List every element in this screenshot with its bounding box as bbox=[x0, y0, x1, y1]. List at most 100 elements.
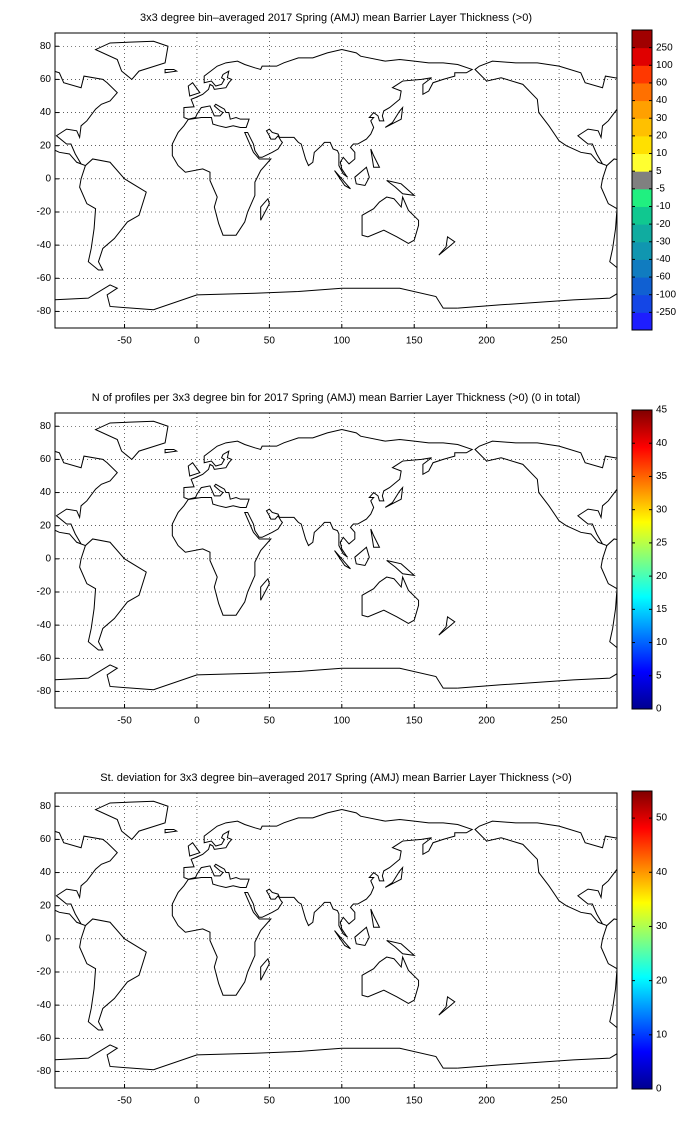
x-tick-label: 250 bbox=[551, 336, 568, 347]
y-tick-label: -20 bbox=[37, 967, 52, 978]
colorbar-tick-label: 100 bbox=[656, 60, 673, 71]
y-tick-label: 80 bbox=[40, 421, 52, 432]
colorbar-tick-label: -100 bbox=[656, 289, 676, 300]
colorbar-frame bbox=[631, 790, 653, 1090]
axes-background bbox=[55, 33, 617, 328]
colorbar-tick-label: 0 bbox=[656, 704, 662, 715]
colorbar-frame bbox=[631, 409, 653, 710]
colorbar-tick-label: 10 bbox=[656, 1029, 668, 1040]
y-tick-label: -60 bbox=[37, 1033, 52, 1044]
colorbar-tick-label: 45 bbox=[656, 405, 668, 416]
colorbar-tick-label: 5 bbox=[656, 670, 662, 681]
colorbar-tick-label: -10 bbox=[656, 201, 671, 212]
y-tick-label: 60 bbox=[40, 834, 52, 845]
colorbar-block bbox=[632, 241, 652, 260]
x-tick-label: 0 bbox=[194, 1096, 200, 1107]
colorbar-tick-label: 15 bbox=[656, 604, 668, 615]
map-panel: 3x3 degree bin–averaged 2017 Spring (AMJ… bbox=[37, 12, 677, 347]
x-tick-label: 100 bbox=[333, 1096, 350, 1107]
colorbar-block bbox=[632, 294, 652, 313]
colorbar-block bbox=[632, 188, 652, 207]
x-tick-label: 100 bbox=[333, 336, 350, 347]
axes-frame bbox=[54, 792, 618, 1089]
y-tick-label: 80 bbox=[40, 801, 52, 812]
x-tick-label: 250 bbox=[551, 716, 568, 727]
x-tick-label: -50 bbox=[117, 336, 132, 347]
colorbar-block bbox=[632, 47, 652, 66]
y-tick-label: 20 bbox=[40, 140, 52, 151]
x-tick-label: 150 bbox=[406, 336, 423, 347]
colorbar-tick-label: 250 bbox=[656, 42, 673, 53]
colorbar-block bbox=[632, 118, 652, 137]
map-panel: N of profiles per 3x3 degree bin for 201… bbox=[37, 392, 668, 727]
colorbar-block bbox=[632, 277, 652, 296]
y-tick-label: -60 bbox=[37, 653, 52, 664]
colorbar-frame bbox=[631, 29, 653, 331]
y-tick-label: 40 bbox=[40, 867, 52, 878]
colorbar-tick-label: -5 bbox=[656, 183, 665, 194]
colorbar-tick-label: -40 bbox=[656, 254, 671, 265]
panel-title: St. deviation for 3x3 degree bin–average… bbox=[100, 772, 572, 784]
colorbar-tick-label: 30 bbox=[656, 113, 668, 124]
colorbar-tick-label: 30 bbox=[656, 921, 668, 932]
colorbar-block bbox=[632, 171, 652, 190]
colorbar-block bbox=[632, 30, 652, 49]
y-tick-label: 40 bbox=[40, 487, 52, 498]
y-tick-label: -80 bbox=[37, 686, 52, 697]
colorbar-tick-label: -60 bbox=[656, 272, 671, 283]
y-tick-label: 80 bbox=[40, 41, 52, 52]
colorbar-block bbox=[632, 100, 652, 119]
y-tick-label: -40 bbox=[37, 240, 52, 251]
y-tick-label: -40 bbox=[37, 620, 52, 631]
colorbar-block bbox=[632, 82, 652, 102]
axes-frame bbox=[54, 412, 618, 709]
colorbar-block bbox=[632, 312, 652, 331]
y-tick-label: 60 bbox=[40, 454, 52, 465]
y-tick-label: 0 bbox=[45, 173, 51, 184]
map-panel: St. deviation for 3x3 degree bin–average… bbox=[37, 772, 668, 1107]
colorbar-tick-label: 40 bbox=[656, 438, 668, 449]
colorbar-tick-label: 0 bbox=[656, 1084, 662, 1095]
colorbar-tick-label: 35 bbox=[656, 471, 668, 482]
colorbar-tick-label: 20 bbox=[656, 571, 668, 582]
colorbar-tick-label: -250 bbox=[656, 307, 676, 318]
colorbar-block bbox=[632, 153, 652, 172]
y-tick-label: 20 bbox=[40, 900, 52, 911]
colorbar-tick-label: 40 bbox=[656, 867, 668, 878]
colorbar-tick-label: -20 bbox=[656, 219, 671, 230]
x-tick-label: 0 bbox=[194, 716, 200, 727]
colorbar-gradient bbox=[632, 791, 652, 1089]
y-tick-label: 60 bbox=[40, 74, 52, 85]
y-tick-label: -20 bbox=[37, 207, 52, 218]
colorbar-block bbox=[632, 259, 652, 278]
y-tick-label: -80 bbox=[37, 1066, 52, 1077]
colorbar-tick-label: 40 bbox=[656, 95, 668, 106]
axes-frame bbox=[54, 32, 618, 329]
x-tick-label: 250 bbox=[551, 1096, 568, 1107]
x-tick-label: 200 bbox=[478, 336, 495, 347]
colorbar-block bbox=[632, 65, 652, 84]
x-tick-label: 50 bbox=[264, 1096, 276, 1107]
y-tick-label: -80 bbox=[37, 306, 52, 317]
axes-background bbox=[55, 413, 617, 708]
x-tick-label: -50 bbox=[117, 1096, 132, 1107]
panel-title: 3x3 degree bin–averaged 2017 Spring (AMJ… bbox=[140, 12, 532, 24]
y-tick-label: -20 bbox=[37, 587, 52, 598]
x-tick-label: 200 bbox=[478, 716, 495, 727]
panel-title: N of profiles per 3x3 degree bin for 201… bbox=[92, 392, 581, 404]
y-tick-label: 20 bbox=[40, 520, 52, 531]
x-tick-label: 200 bbox=[478, 1096, 495, 1107]
x-tick-label: 50 bbox=[264, 336, 276, 347]
x-tick-label: -50 bbox=[117, 716, 132, 727]
colorbar-tick-label: 10 bbox=[656, 637, 668, 648]
colorbar-tick-label: 5 bbox=[656, 166, 662, 177]
colorbar-gradient bbox=[632, 410, 652, 709]
colorbar-tick-label: 20 bbox=[656, 131, 668, 142]
x-tick-label: 50 bbox=[264, 716, 276, 727]
colorbar-block bbox=[632, 135, 652, 155]
x-tick-label: 0 bbox=[194, 336, 200, 347]
colorbar-tick-label: 20 bbox=[656, 975, 668, 986]
colorbar-tick-label: 30 bbox=[656, 504, 668, 515]
